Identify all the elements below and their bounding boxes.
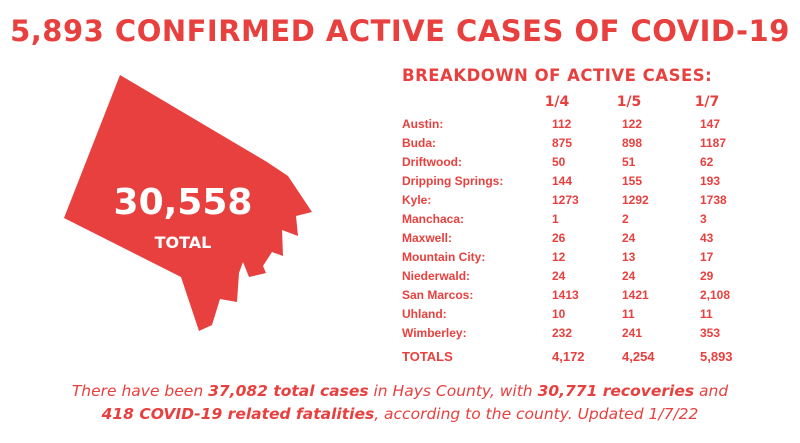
table-row: Wimberley: 232 241 353 [402,326,762,345]
location-name: Driftwood: [402,155,462,169]
cases-1-5: 122 [622,117,643,131]
cases-1-7: 2,108 [700,288,731,302]
location-name: Mountain City: [402,250,486,264]
footer-text: and [694,382,729,400]
date-header-1: 1/4 [544,94,570,110]
cases-1-7: 62 [700,155,714,169]
total-1-5: 4,254 [622,349,655,364]
cases-1-7: 193 [700,174,721,188]
totals-label: TOTALS [402,349,453,364]
cases-1-5: 11 [622,307,635,321]
total-1-4: 4,172 [552,349,585,364]
location-name: San Marcos: [402,288,474,302]
footer-line-2: 418 COVID-19 related fatalities, accordi… [0,405,800,423]
cases-1-4: 26 [552,231,566,245]
cases-1-5: 1292 [622,193,649,207]
cases-1-5: 2 [622,212,629,226]
cases-1-7: 3 [700,212,707,226]
footer-text: , according to the county. Updated 1/7/2… [374,405,699,423]
breakdown-title: BREAKDOWN OF ACTIVE CASES: [402,66,713,85]
county-shape [64,75,312,331]
cases-1-7: 147 [700,117,721,131]
total-cases-number: 30,558 [113,182,253,223]
hays-county-map: 30,558 TOTAL [62,70,322,332]
cases-1-4: 10 [552,307,566,321]
totals-row: TOTALS 4,172 4,254 5,893 [402,349,762,368]
table-row: Driftwood: 50 51 62 [402,155,762,174]
date-header-3: 1/7 [694,94,720,110]
location-name: Austin: [402,117,444,131]
cases-1-4: 1 [552,212,559,226]
cases-1-5: 13 [622,250,636,264]
cases-1-7: 17 [700,250,714,264]
cases-1-5: 155 [622,174,643,188]
cases-1-5: 24 [622,231,636,245]
cases-1-4: 50 [552,155,566,169]
cases-1-4: 232 [552,326,573,340]
footer-text: There have been [71,382,209,400]
cases-1-4: 24 [552,269,566,283]
cases-1-5: 24 [622,269,636,283]
table-row: Uhland: 10 11 11 [402,307,762,326]
cases-1-4: 1273 [552,193,579,207]
table-row: Austin: 112 122 147 [402,117,762,136]
fatalities-highlight: 418 COVID-19 related fatalities [101,405,375,423]
table-row: Manchaca: 1 2 3 [402,212,762,231]
cases-1-4: 112 [552,117,572,131]
location-name: Kyle: [402,193,432,207]
location-name: Uhland: [402,307,447,321]
location-name: Buda: [402,136,436,150]
cases-1-4: 875 [552,136,573,150]
cases-1-7: 43 [700,231,714,245]
cases-1-7: 29 [700,269,714,283]
recoveries-highlight: 30,771 recoveries [537,382,695,400]
cases-1-4: 144 [552,174,573,188]
cases-1-5: 51 [622,155,636,169]
total-cases-label: TOTAL [154,233,212,252]
cases-1-5: 241 [622,326,643,340]
cases-1-5: 1421 [622,288,649,302]
cases-1-7: 11 [700,307,713,321]
table-row: Maxwell: 26 24 43 [402,231,762,250]
table-row: Niederwald: 24 24 29 [402,269,762,288]
table-row: Kyle: 1273 1292 1738 [402,193,762,212]
cases-1-5: 898 [622,136,643,150]
table-row: Dripping Springs: 144 155 193 [402,174,762,193]
cases-1-7: 353 [700,326,721,340]
location-name: Wimberley: [402,326,467,340]
location-name: Maxwell: [402,231,453,245]
date-header-2: 1/5 [616,94,642,110]
cases-1-4: 1413 [552,288,579,302]
cases-1-7: 1187 [700,136,727,150]
location-name: Niederwald: [402,269,471,283]
headline: 5,893 CONFIRMED ACTIVE CASES OF COVID-19 [10,14,790,48]
total-1-7: 5,893 [700,349,733,364]
cases-1-7: 1738 [700,193,727,207]
cases-1-4: 12 [552,250,566,264]
footer-line-1: There have been 37,082 total cases in Ha… [0,382,800,400]
table-row: Buda: 875 898 1187 [402,136,762,155]
total-cases-highlight: 37,082 total cases [208,382,369,400]
location-name: Dripping Springs: [402,174,504,188]
footer-text: in Hays County, with [368,382,538,400]
table-row: Mountain City: 12 13 17 [402,250,762,269]
location-name: Manchaca: [402,212,465,226]
table-row: San Marcos: 1413 1421 2,108 [402,288,762,307]
